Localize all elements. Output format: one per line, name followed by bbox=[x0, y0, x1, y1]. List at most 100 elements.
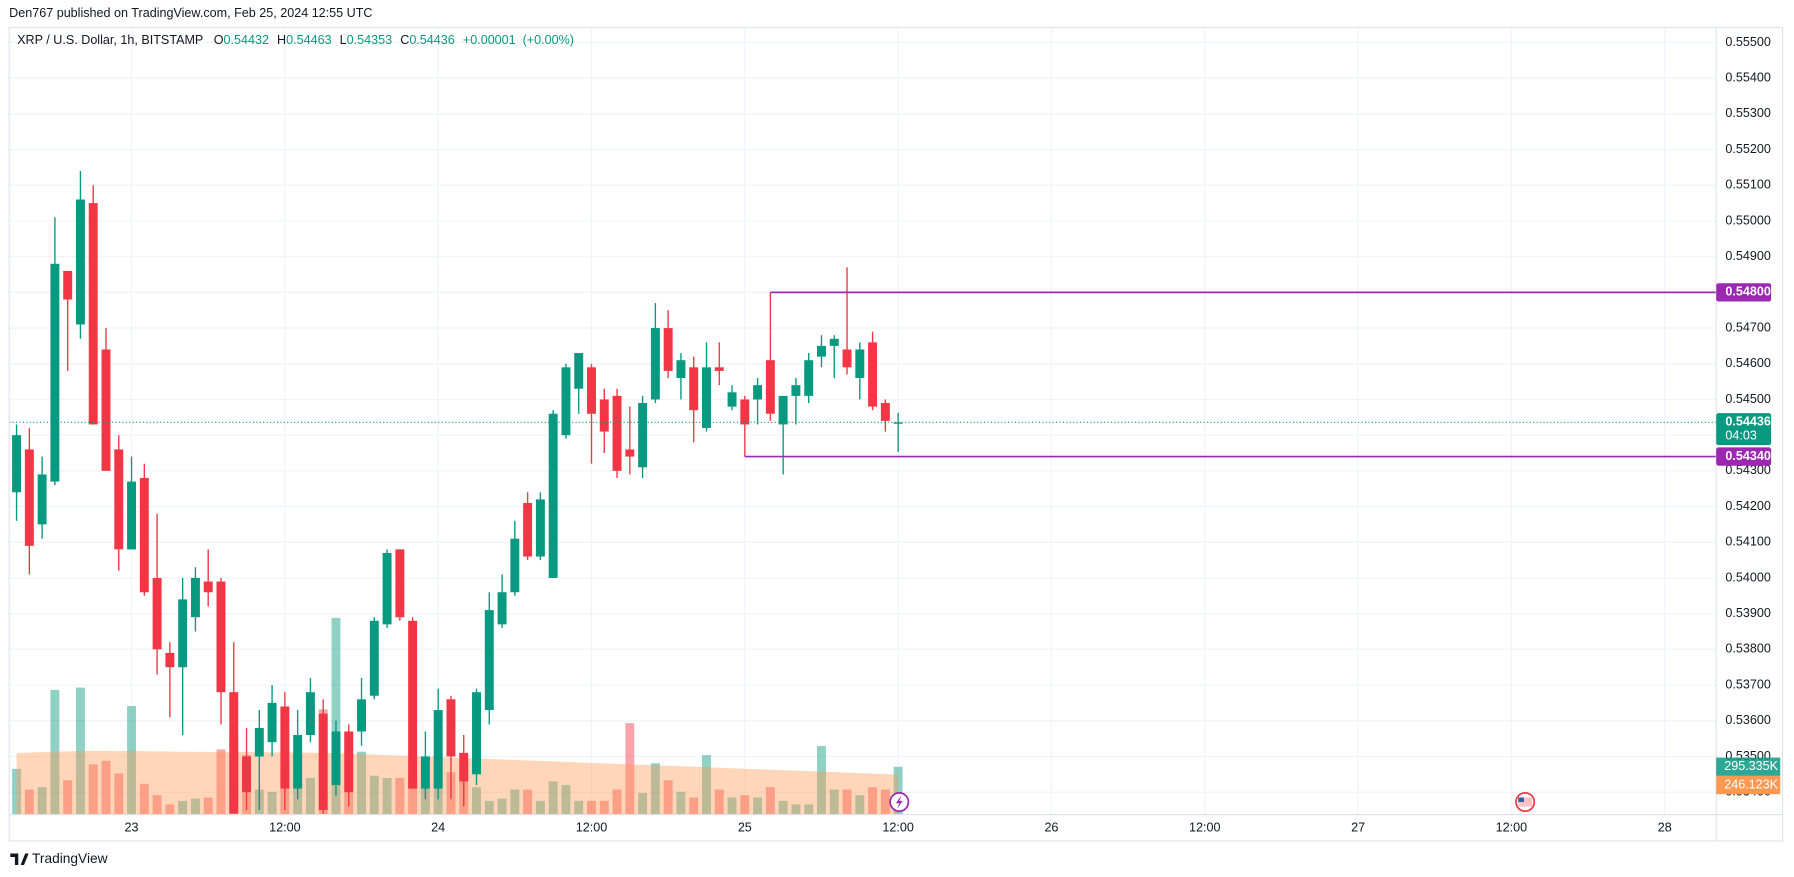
legend-high: 0.54463 bbox=[286, 34, 331, 48]
volume-bar bbox=[101, 760, 111, 815]
candle-body bbox=[574, 353, 584, 389]
publisher: Den767 published on TradingView.com, Feb… bbox=[9, 6, 372, 20]
volume-bar bbox=[267, 791, 277, 815]
flag-icon[interactable] bbox=[1515, 792, 1536, 813]
candle-body bbox=[778, 395, 788, 425]
y-tick-label: 0.53700 bbox=[1725, 677, 1770, 691]
level-label: 0.54340 bbox=[1725, 449, 1770, 463]
legend-h: H bbox=[277, 34, 286, 48]
legend-close: 0.54436 bbox=[409, 34, 454, 48]
volume-bar bbox=[625, 723, 635, 815]
event-icon[interactable] bbox=[889, 792, 910, 813]
volume-bar bbox=[778, 800, 788, 815]
candle-body bbox=[50, 263, 60, 482]
legend: XRP / U.S. Dollar, 1h, BITSTAMP O0.54432… bbox=[17, 34, 574, 48]
flag-canton bbox=[1518, 797, 1524, 803]
candle-body bbox=[612, 395, 622, 471]
candle-body bbox=[331, 731, 341, 786]
y-tick-label: 0.54500 bbox=[1725, 392, 1770, 406]
volume-bar bbox=[574, 800, 584, 815]
candle-body bbox=[127, 481, 137, 550]
volume-bar bbox=[561, 784, 571, 815]
volume-bar bbox=[893, 766, 903, 815]
candle-body bbox=[510, 538, 520, 593]
candle-body bbox=[12, 435, 22, 493]
volume-bar bbox=[37, 787, 47, 815]
volume-bar bbox=[689, 797, 699, 815]
candle-body bbox=[395, 549, 405, 618]
volume-bar bbox=[331, 617, 341, 815]
candle-body bbox=[638, 403, 648, 468]
y-tick-label: 0.54700 bbox=[1725, 320, 1770, 334]
candle-body bbox=[497, 592, 507, 625]
volume-label: 295.335K bbox=[1724, 759, 1778, 773]
footer-logo[interactable]: TradingView bbox=[10, 851, 108, 866]
candle-body bbox=[101, 349, 111, 471]
volume-bar bbox=[765, 787, 775, 815]
legend-o: O bbox=[214, 34, 224, 48]
volume-bar bbox=[638, 792, 648, 815]
y-tick-label: 0.54100 bbox=[1725, 535, 1770, 549]
x-tick-label: 12:00 bbox=[1496, 821, 1527, 835]
volume-bar bbox=[663, 780, 673, 815]
candle-body bbox=[267, 702, 277, 743]
candle-body bbox=[765, 360, 775, 414]
volume-bar bbox=[178, 800, 188, 815]
x-tick-label: 27 bbox=[1351, 821, 1365, 835]
brand: TradingView bbox=[32, 851, 108, 866]
candle-body bbox=[561, 367, 571, 436]
volume-bar bbox=[88, 764, 98, 815]
candle-body bbox=[190, 577, 200, 618]
volume-bar bbox=[369, 775, 379, 815]
level-label: 0.54800 bbox=[1725, 285, 1770, 299]
candle-body bbox=[369, 620, 379, 696]
y-tick-label: 0.54200 bbox=[1725, 499, 1770, 513]
candle-body bbox=[382, 552, 392, 625]
logo-mark bbox=[10, 853, 29, 865]
countdown: 04:03 bbox=[1725, 428, 1756, 442]
volume-bar bbox=[408, 780, 418, 815]
volume-ma-label: 246.123K bbox=[1724, 777, 1778, 791]
volume-bar bbox=[63, 780, 73, 815]
volume-bar bbox=[165, 804, 175, 815]
y-tick-label: 0.55100 bbox=[1725, 178, 1770, 192]
x-tick-label: 23 bbox=[125, 821, 139, 835]
volume-bar bbox=[868, 787, 878, 815]
candle-body bbox=[203, 581, 213, 593]
chart-title: XRP / U.S. Dollar, 1h, BITSTAMP bbox=[17, 34, 203, 48]
legend-open: 0.54432 bbox=[223, 34, 268, 48]
candle-body bbox=[37, 474, 47, 525]
legend-change: +0.00001 bbox=[463, 34, 516, 48]
volume-bar bbox=[535, 800, 545, 815]
volume-bar bbox=[203, 797, 213, 815]
candle-body bbox=[433, 710, 443, 789]
volume-bar bbox=[152, 795, 162, 815]
volume-bar bbox=[497, 798, 507, 815]
candle-body bbox=[472, 692, 481, 775]
volume-bar bbox=[12, 768, 22, 815]
legend-low: 0.54353 bbox=[347, 34, 392, 48]
volume-bar bbox=[114, 773, 124, 815]
candle-body bbox=[229, 692, 239, 814]
candle-body bbox=[791, 385, 801, 396]
candle-body bbox=[714, 367, 724, 371]
candle-body bbox=[587, 367, 596, 414]
volume-bar bbox=[817, 746, 826, 815]
volume-bar bbox=[714, 789, 724, 815]
volume-bar bbox=[676, 791, 686, 815]
candle-body bbox=[893, 422, 903, 424]
x-tick-label: 26 bbox=[1044, 821, 1058, 835]
volume-bar bbox=[305, 777, 315, 815]
candle-body bbox=[293, 735, 303, 789]
volume-bar bbox=[472, 787, 481, 815]
candle-body bbox=[548, 413, 558, 578]
candle-body bbox=[242, 756, 252, 793]
candle-body bbox=[280, 706, 290, 789]
y-tick-label: 0.55000 bbox=[1725, 213, 1770, 227]
volume-bar bbox=[727, 797, 737, 815]
x-tick-label: 28 bbox=[1658, 821, 1672, 835]
x-tick-label: 12:00 bbox=[882, 821, 913, 835]
